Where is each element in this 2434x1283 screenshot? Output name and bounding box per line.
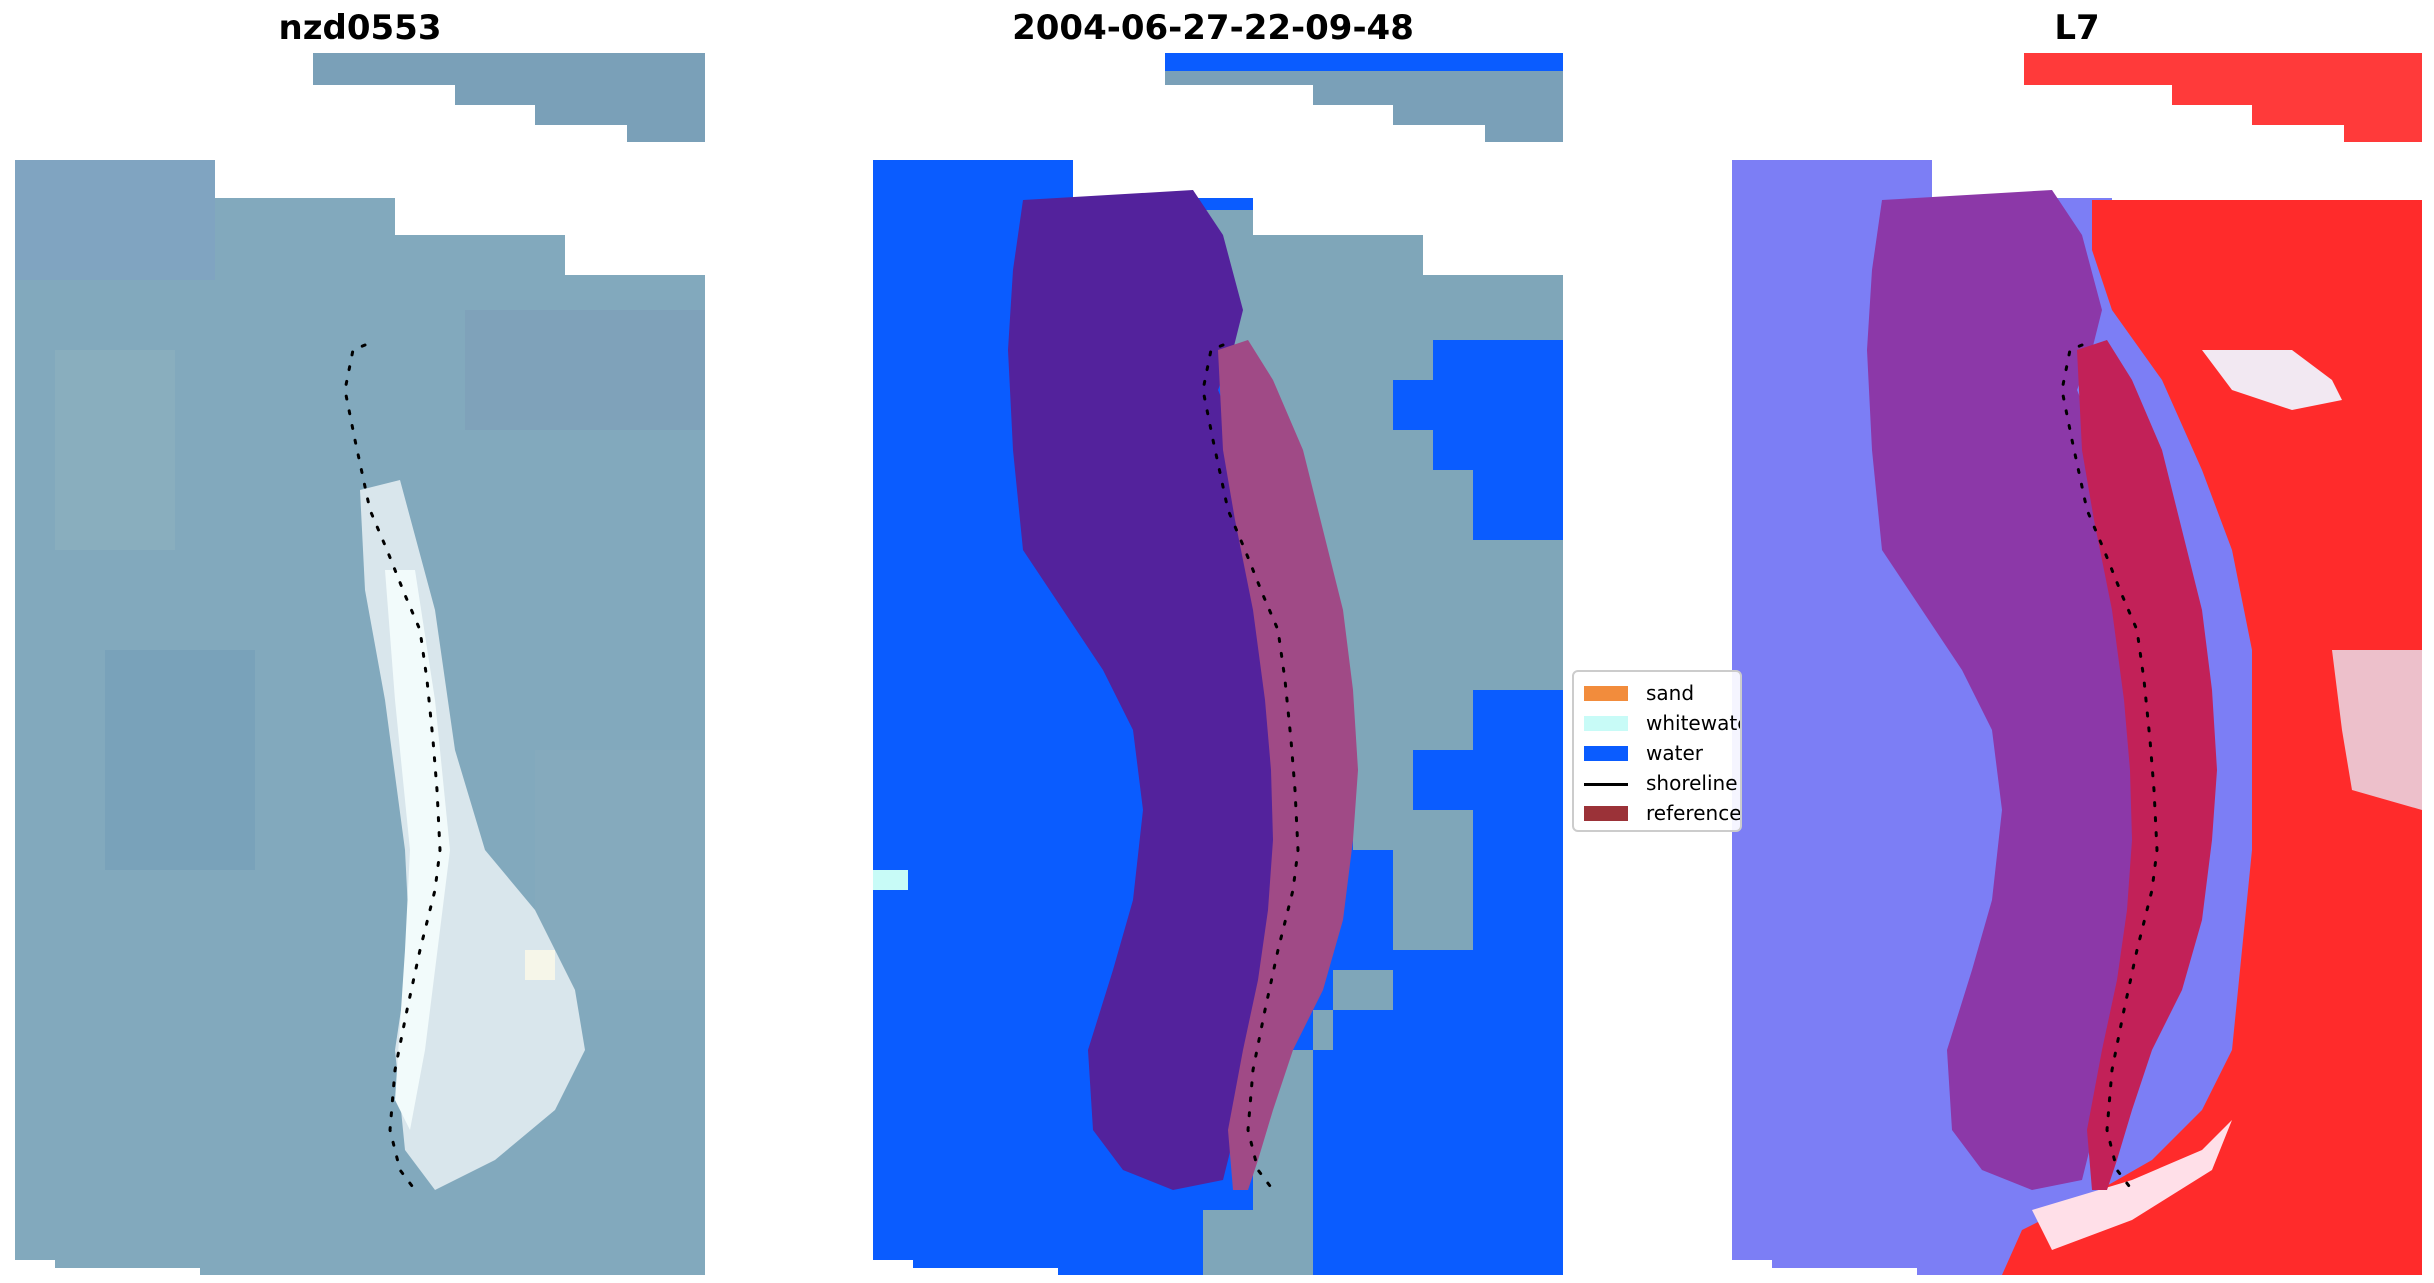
water-swatch xyxy=(1584,746,1628,761)
legend-item-reference: reference xyxy=(1584,800,1742,826)
panel-rgb: nzd0553 xyxy=(10,0,715,1283)
classification-image xyxy=(873,53,1563,1275)
legend-label: sand xyxy=(1646,681,1695,705)
legend-item-shoreline: shoreline xyxy=(1584,770,1740,796)
legend: sand whitewater water shoreline referenc… xyxy=(1572,670,1742,832)
reference-swatch xyxy=(1584,806,1628,821)
panel-index: L7 xyxy=(1727,0,2427,1283)
legend-item-sand: sand xyxy=(1584,680,1740,706)
index-image xyxy=(1732,53,2422,1275)
panel-title: L7 xyxy=(2054,8,2100,48)
legend-item-whitewater: whitewater xyxy=(1584,710,1740,736)
rgb-image xyxy=(15,50,715,1275)
panel-classification: 2004-06-27-22-09-48 xyxy=(863,0,1563,1283)
legend-item-water: water xyxy=(1584,740,1740,766)
whitewater-swatch xyxy=(1584,716,1628,731)
panel-title: nzd0553 xyxy=(278,8,442,48)
legend-label: shoreline xyxy=(1646,771,1738,795)
panel-title: 2004-06-27-22-09-48 xyxy=(1012,8,1414,48)
sand-swatch xyxy=(1584,686,1628,701)
legend-label: whitewater xyxy=(1646,711,1740,735)
legend-label: reference xyxy=(1646,801,1742,825)
legend-label: water xyxy=(1646,741,1703,765)
shoreline-line xyxy=(1584,783,1628,786)
